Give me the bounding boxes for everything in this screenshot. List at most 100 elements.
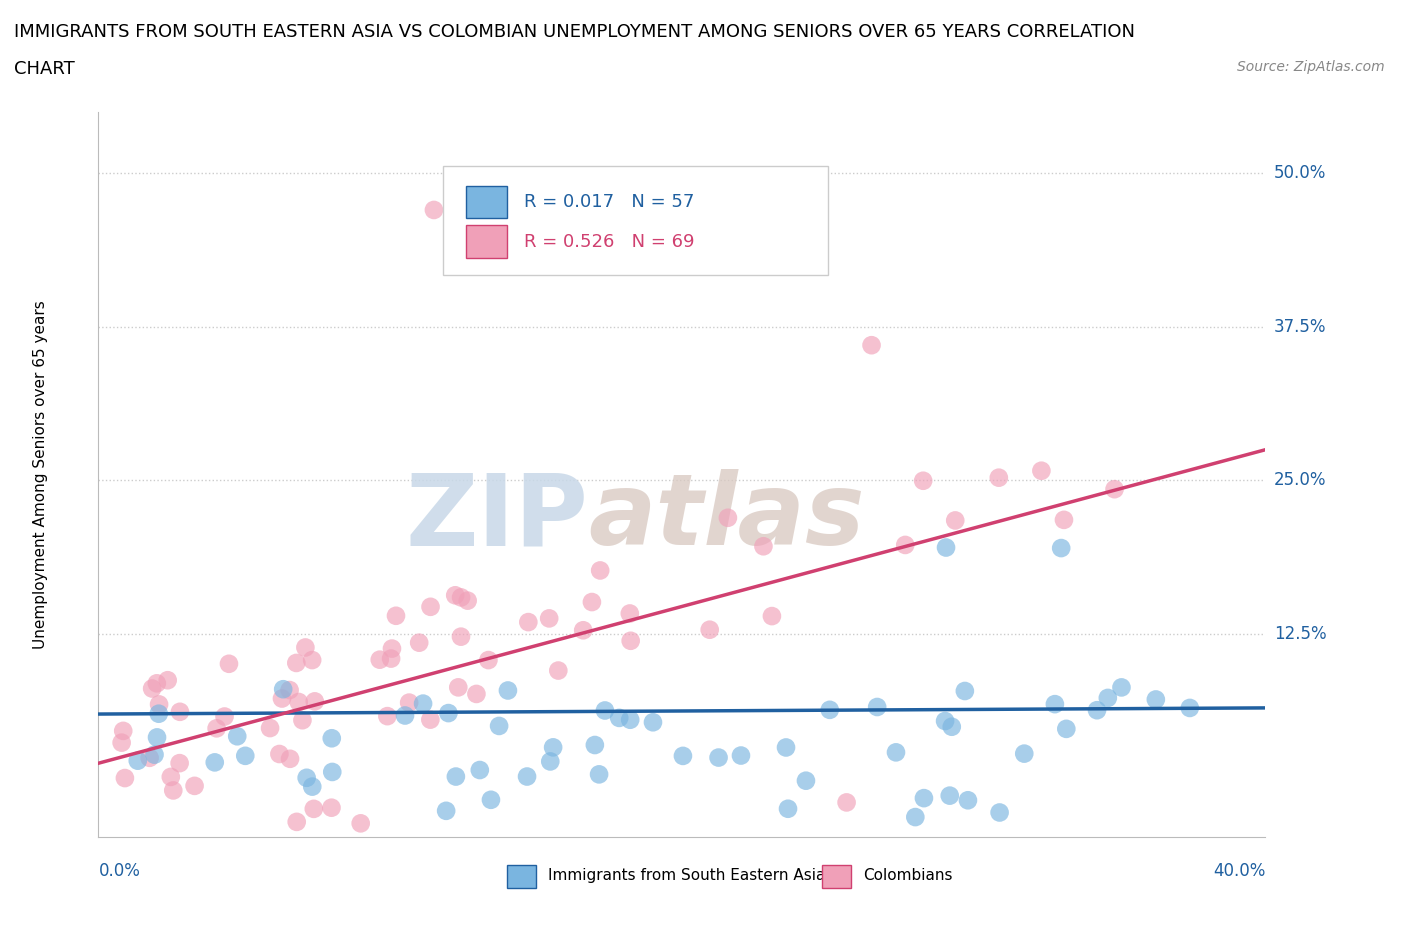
Point [169,756,191,771]
Point [488,719,510,734]
Point [385,608,408,623]
Point [294,640,316,655]
Point [321,800,343,815]
Point [450,590,472,604]
Point [304,694,326,709]
Point [912,473,935,488]
Point [271,691,294,706]
Point [1053,512,1076,527]
Point [717,511,740,525]
Point [233,749,256,764]
Text: Colombians: Colombians [863,868,952,883]
Point [1097,690,1119,705]
Text: atlas: atlas [589,470,865,566]
Point [143,747,166,762]
Point [794,773,817,788]
Point [148,706,170,721]
Point [218,657,240,671]
Point [423,203,446,218]
Point [162,783,184,798]
Point [517,615,540,630]
Point [278,751,301,766]
Point [295,770,318,785]
Point [114,771,136,786]
Point [953,684,976,698]
Point [146,676,169,691]
Point [1031,463,1053,478]
Point [699,622,721,637]
Point [941,719,963,734]
Point [516,769,538,784]
Point [271,682,294,697]
Point [619,712,641,727]
Point [156,672,179,687]
Point [377,709,399,724]
Point [904,810,927,825]
Text: Source: ZipAtlas.com: Source: ZipAtlas.com [1237,60,1385,74]
Point [278,683,301,698]
Point [259,721,281,736]
Point [269,747,291,762]
Point [581,594,603,609]
Point [935,540,957,555]
Point [412,697,434,711]
Point [1178,700,1201,715]
Text: 40.0%: 40.0% [1213,862,1265,880]
Point [444,588,467,603]
Point [934,713,956,728]
Point [776,802,799,817]
Point [148,697,170,711]
Point [1054,722,1077,737]
Point [321,764,343,779]
Text: R = 0.526   N = 69: R = 0.526 N = 69 [524,233,695,251]
Point [730,748,752,763]
Text: 50.0%: 50.0% [1274,164,1326,182]
Point [205,721,228,736]
Text: 37.5%: 37.5% [1274,318,1326,336]
Point [285,656,308,671]
FancyBboxPatch shape [823,865,851,888]
Point [607,711,630,725]
Point [707,751,730,765]
Text: 0.0%: 0.0% [98,862,141,880]
Text: Unemployment Among Seniors over 65 years: Unemployment Among Seniors over 65 years [32,300,48,649]
Point [572,623,595,638]
Point [987,471,1010,485]
Point [761,608,783,623]
Point [938,789,960,804]
Text: Immigrants from South Eastern Asia: Immigrants from South Eastern Asia [548,868,825,883]
FancyBboxPatch shape [465,225,508,259]
Point [496,683,519,698]
Point [860,338,883,352]
Point [350,816,373,830]
Point [956,793,979,808]
Point [138,751,160,765]
Point [943,513,966,528]
Point [465,686,488,701]
Point [775,740,797,755]
Point [538,754,561,769]
Point [589,563,612,578]
Point [111,736,134,751]
FancyBboxPatch shape [508,865,536,888]
Point [538,611,561,626]
Point [159,769,181,784]
Point [321,731,343,746]
Point [437,706,460,721]
Point [301,653,323,668]
Point [752,538,775,553]
Point [477,653,499,668]
Point [447,680,470,695]
Point [1144,692,1167,707]
Point [214,709,236,724]
Point [457,593,479,608]
Point [620,633,643,648]
Point [444,769,467,784]
FancyBboxPatch shape [465,186,508,219]
Point [419,599,441,614]
Point [593,703,616,718]
Point [394,708,416,723]
Text: IMMIGRANTS FROM SOUTH EASTERN ASIA VS COLOMBIAN UNEMPLOYMENT AMONG SENIORS OVER : IMMIGRANTS FROM SOUTH EASTERN ASIA VS CO… [14,23,1135,41]
Point [127,753,149,768]
Point [866,699,889,714]
